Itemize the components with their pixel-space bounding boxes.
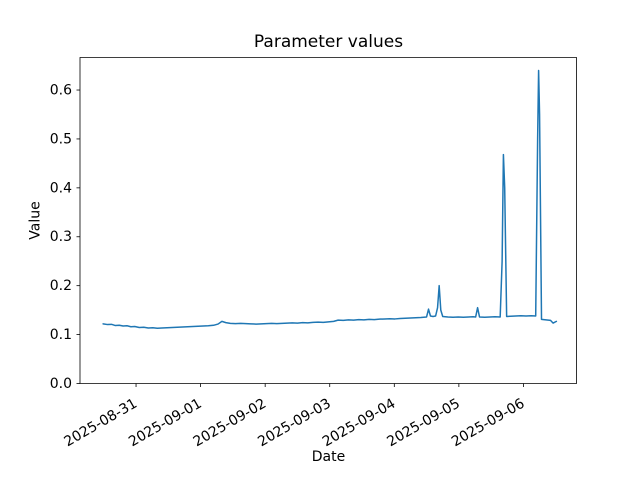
x-tick-label: 2025-09-02: [191, 396, 269, 451]
chart-title: Parameter values: [253, 32, 404, 52]
x-axis-label: Date: [311, 449, 346, 465]
y-tick-label: 0.0: [50, 376, 72, 392]
y-tick-label: 0.2: [50, 278, 72, 294]
y-tick-label: 0.1: [50, 327, 72, 343]
x-tick-label: 2025-09-06: [449, 396, 528, 451]
y-tick-label: 0.6: [50, 83, 72, 99]
y-axis-label: Value: [27, 201, 44, 240]
y-tick-label: 0.4: [50, 180, 72, 196]
y-tick-label: 0.3: [50, 229, 72, 245]
series-line: [102, 69, 558, 329]
y-tick-label: 0.5: [50, 131, 72, 147]
plot-spines: [79, 57, 577, 384]
